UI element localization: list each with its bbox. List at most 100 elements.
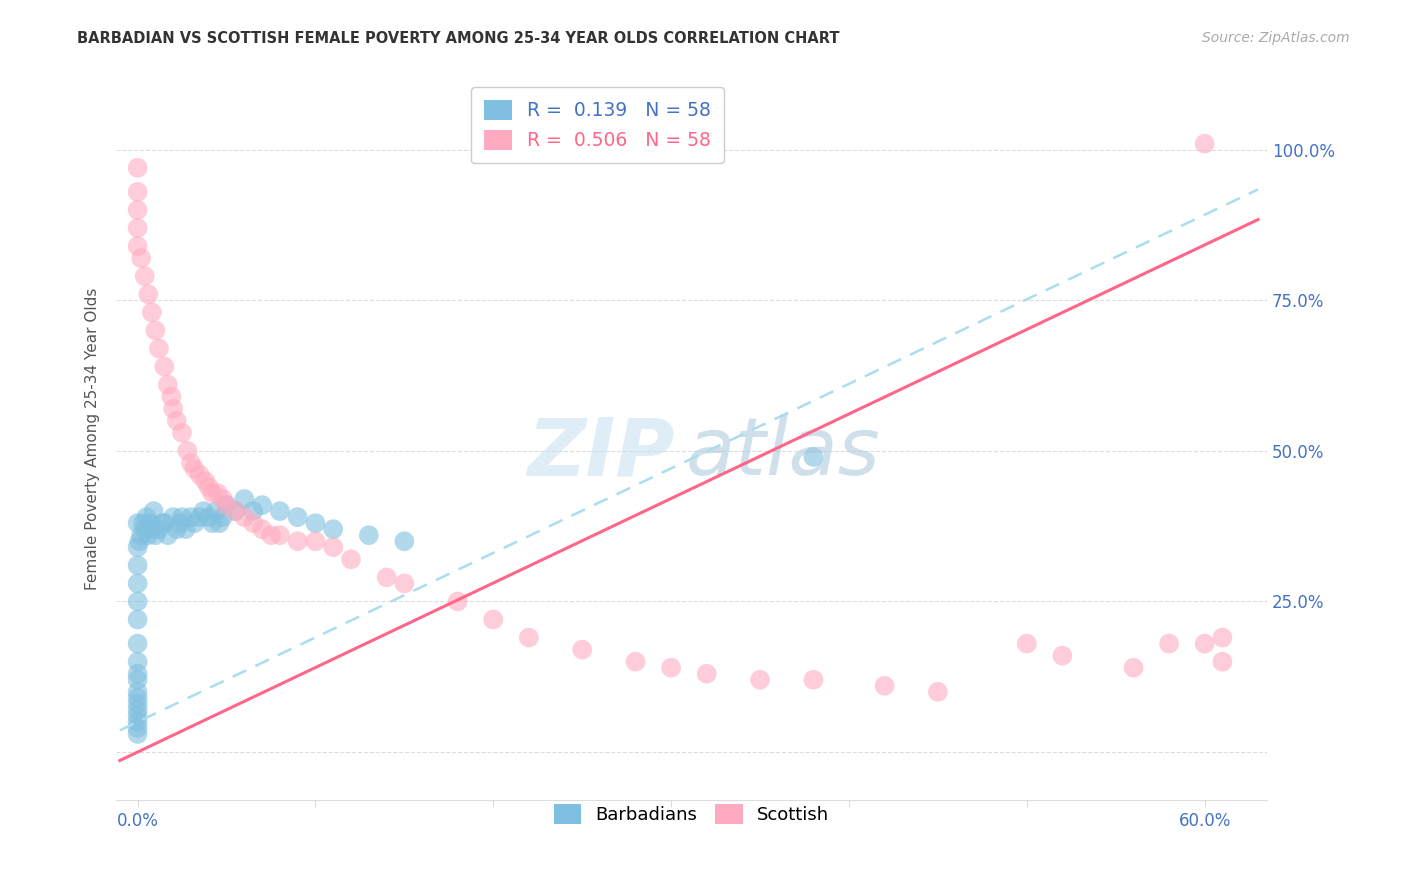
- Point: [188, 467, 211, 482]
- Point: [169, 516, 191, 530]
- Point: [127, 666, 149, 681]
- Point: [205, 504, 228, 518]
- Point: [193, 504, 215, 518]
- Point: [197, 510, 219, 524]
- Point: [212, 510, 235, 524]
- Point: [129, 528, 152, 542]
- Point: [180, 456, 202, 470]
- Point: [233, 491, 256, 506]
- Point: [127, 637, 149, 651]
- Point: [127, 697, 149, 711]
- Point: [145, 528, 167, 542]
- Point: [322, 541, 344, 555]
- Point: [132, 516, 155, 530]
- Point: [135, 510, 157, 524]
- Point: [127, 714, 149, 729]
- Point: [482, 613, 505, 627]
- Point: [134, 269, 156, 284]
- Point: [224, 504, 246, 518]
- Point: [571, 642, 593, 657]
- Point: [176, 443, 198, 458]
- Point: [166, 522, 188, 536]
- Point: [233, 510, 256, 524]
- Point: [145, 323, 167, 337]
- Point: [1194, 637, 1216, 651]
- Point: [1052, 648, 1074, 663]
- Point: [696, 666, 718, 681]
- Point: [803, 450, 825, 464]
- Point: [269, 528, 291, 542]
- Point: [162, 401, 184, 416]
- Point: [194, 474, 217, 488]
- Point: [659, 661, 682, 675]
- Point: [141, 522, 163, 536]
- Point: [136, 287, 159, 301]
- Point: [1194, 136, 1216, 151]
- Point: [1122, 661, 1144, 675]
- Point: [127, 721, 149, 735]
- Point: [148, 522, 170, 536]
- Point: [215, 498, 238, 512]
- Point: [340, 552, 363, 566]
- Point: [242, 516, 264, 530]
- Point: [170, 510, 193, 524]
- Point: [134, 522, 156, 536]
- Point: [375, 570, 398, 584]
- Point: [180, 510, 202, 524]
- Point: [394, 534, 416, 549]
- Text: atlas: atlas: [686, 414, 880, 492]
- Point: [148, 342, 170, 356]
- Point: [1157, 637, 1180, 651]
- Point: [242, 504, 264, 518]
- Point: [153, 516, 176, 530]
- Point: [1211, 631, 1233, 645]
- Text: Source: ZipAtlas.com: Source: ZipAtlas.com: [1202, 31, 1350, 45]
- Point: [269, 504, 291, 518]
- Point: [139, 516, 162, 530]
- Point: [162, 510, 184, 524]
- Point: [197, 480, 219, 494]
- Point: [250, 498, 273, 512]
- Point: [127, 594, 149, 608]
- Point: [127, 673, 149, 687]
- Point: [212, 491, 235, 506]
- Point: [127, 202, 149, 217]
- Point: [304, 516, 326, 530]
- Point: [394, 576, 416, 591]
- Point: [322, 522, 344, 536]
- Point: [127, 541, 149, 555]
- Point: [127, 690, 149, 705]
- Point: [304, 534, 326, 549]
- Point: [127, 613, 149, 627]
- Point: [250, 522, 273, 536]
- Point: [624, 655, 647, 669]
- Point: [127, 703, 149, 717]
- Point: [127, 727, 149, 741]
- Point: [201, 486, 224, 500]
- Point: [156, 528, 179, 542]
- Point: [517, 631, 540, 645]
- Point: [357, 528, 380, 542]
- Point: [141, 305, 163, 319]
- Point: [1211, 655, 1233, 669]
- Point: [127, 655, 149, 669]
- Point: [166, 414, 188, 428]
- Point: [170, 425, 193, 440]
- Point: [803, 673, 825, 687]
- Point: [1015, 637, 1038, 651]
- Point: [127, 576, 149, 591]
- Point: [287, 534, 309, 549]
- Text: BARBADIAN VS SCOTTISH FEMALE POVERTY AMONG 25-34 YEAR OLDS CORRELATION CHART: BARBADIAN VS SCOTTISH FEMALE POVERTY AMO…: [77, 31, 839, 46]
- Point: [174, 522, 197, 536]
- Legend: Barbadians, Scottish: Barbadians, Scottish: [543, 793, 839, 835]
- Point: [153, 359, 176, 374]
- Point: [136, 528, 159, 542]
- Point: [129, 251, 152, 265]
- Point: [142, 504, 165, 518]
- Point: [183, 462, 205, 476]
- Point: [215, 498, 238, 512]
- Point: [207, 486, 229, 500]
- Point: [447, 594, 470, 608]
- Point: [224, 504, 246, 518]
- Point: [127, 185, 149, 199]
